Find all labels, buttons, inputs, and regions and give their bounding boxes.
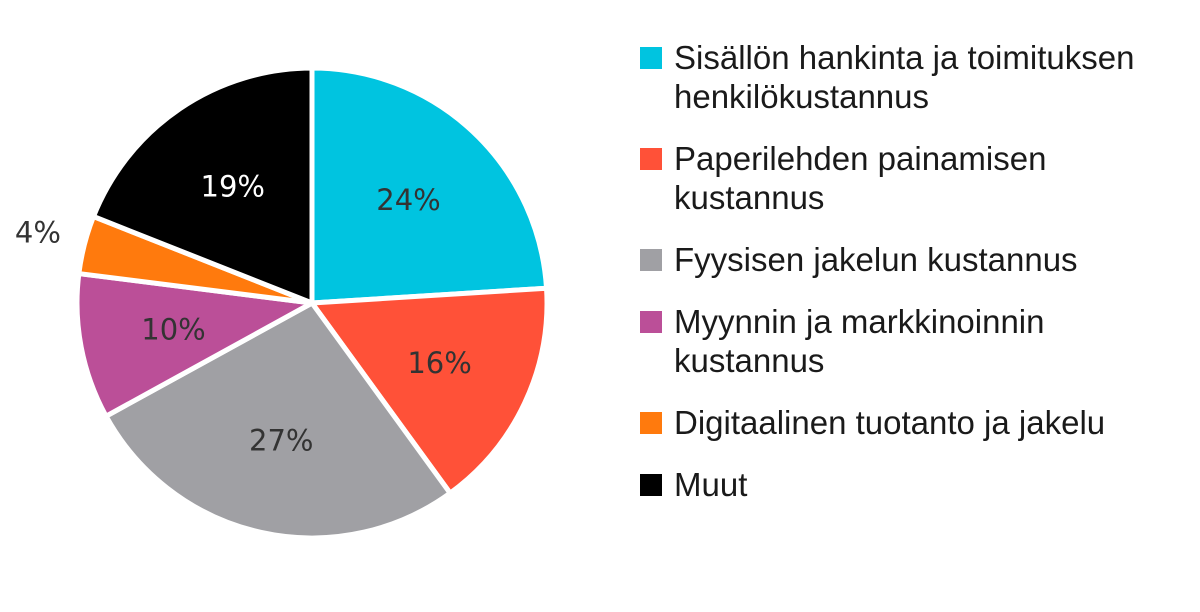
pie-slice-1 [309, 65, 550, 306]
pie-label-3: 27% [249, 424, 313, 458]
legend-swatch [640, 311, 662, 333]
pie-slices [74, 65, 550, 541]
legend-item-5: Digitaalinen tuotanto ja jakelu [640, 403, 1185, 442]
pie-data-labels: 24% 16% 27% 10% 4% 19% [15, 169, 472, 457]
legend-swatch [640, 148, 662, 170]
pie-slice-4 [74, 270, 320, 420]
pie-label-2: 16% [407, 346, 471, 380]
legend-label: Muut [674, 466, 748, 503]
legend-swatch [640, 47, 662, 69]
pie-slice-6 [90, 65, 315, 307]
pie-label-6: 19% [201, 169, 265, 203]
pie-label-5: 4% [15, 216, 61, 250]
legend-label: Digitaalinen tuotanto ja jakelu [674, 404, 1106, 441]
legend-item-3: Fyysisen jakelun kustannus [640, 240, 1185, 279]
legend-label: Myynnin ja markkinoinnin kustannus [674, 303, 1045, 379]
pie-label-1: 24% [376, 183, 440, 217]
legend-item-4: Myynnin ja markkinoinnin kustannus [640, 302, 1185, 380]
legend-item-1: Sisällön hankinta ja toimituksen henkilö… [640, 38, 1185, 116]
pie-slice-2 [307, 285, 550, 497]
legend-label: Fyysisen jakelun kustannus [674, 241, 1078, 278]
pie-chart: 24% 16% 27% 10% 4% 19% [14, 65, 550, 541]
legend-label: Sisällön hankinta ja toimituksen henkilö… [674, 39, 1135, 115]
legend-item-6: Muut [640, 465, 1185, 504]
legend-swatch [640, 249, 662, 271]
legend-item-2: Paperilehden painamisen kustannus [640, 139, 1185, 217]
pie-slice-3 [102, 299, 454, 541]
legend: Sisällön hankinta ja toimituksen henkilö… [640, 38, 1185, 527]
legend-swatch [640, 412, 662, 434]
pie-label-4: 10% [141, 312, 205, 346]
legend-label: Paperilehden painamisen kustannus [674, 140, 1047, 216]
legend-swatch [640, 474, 662, 496]
